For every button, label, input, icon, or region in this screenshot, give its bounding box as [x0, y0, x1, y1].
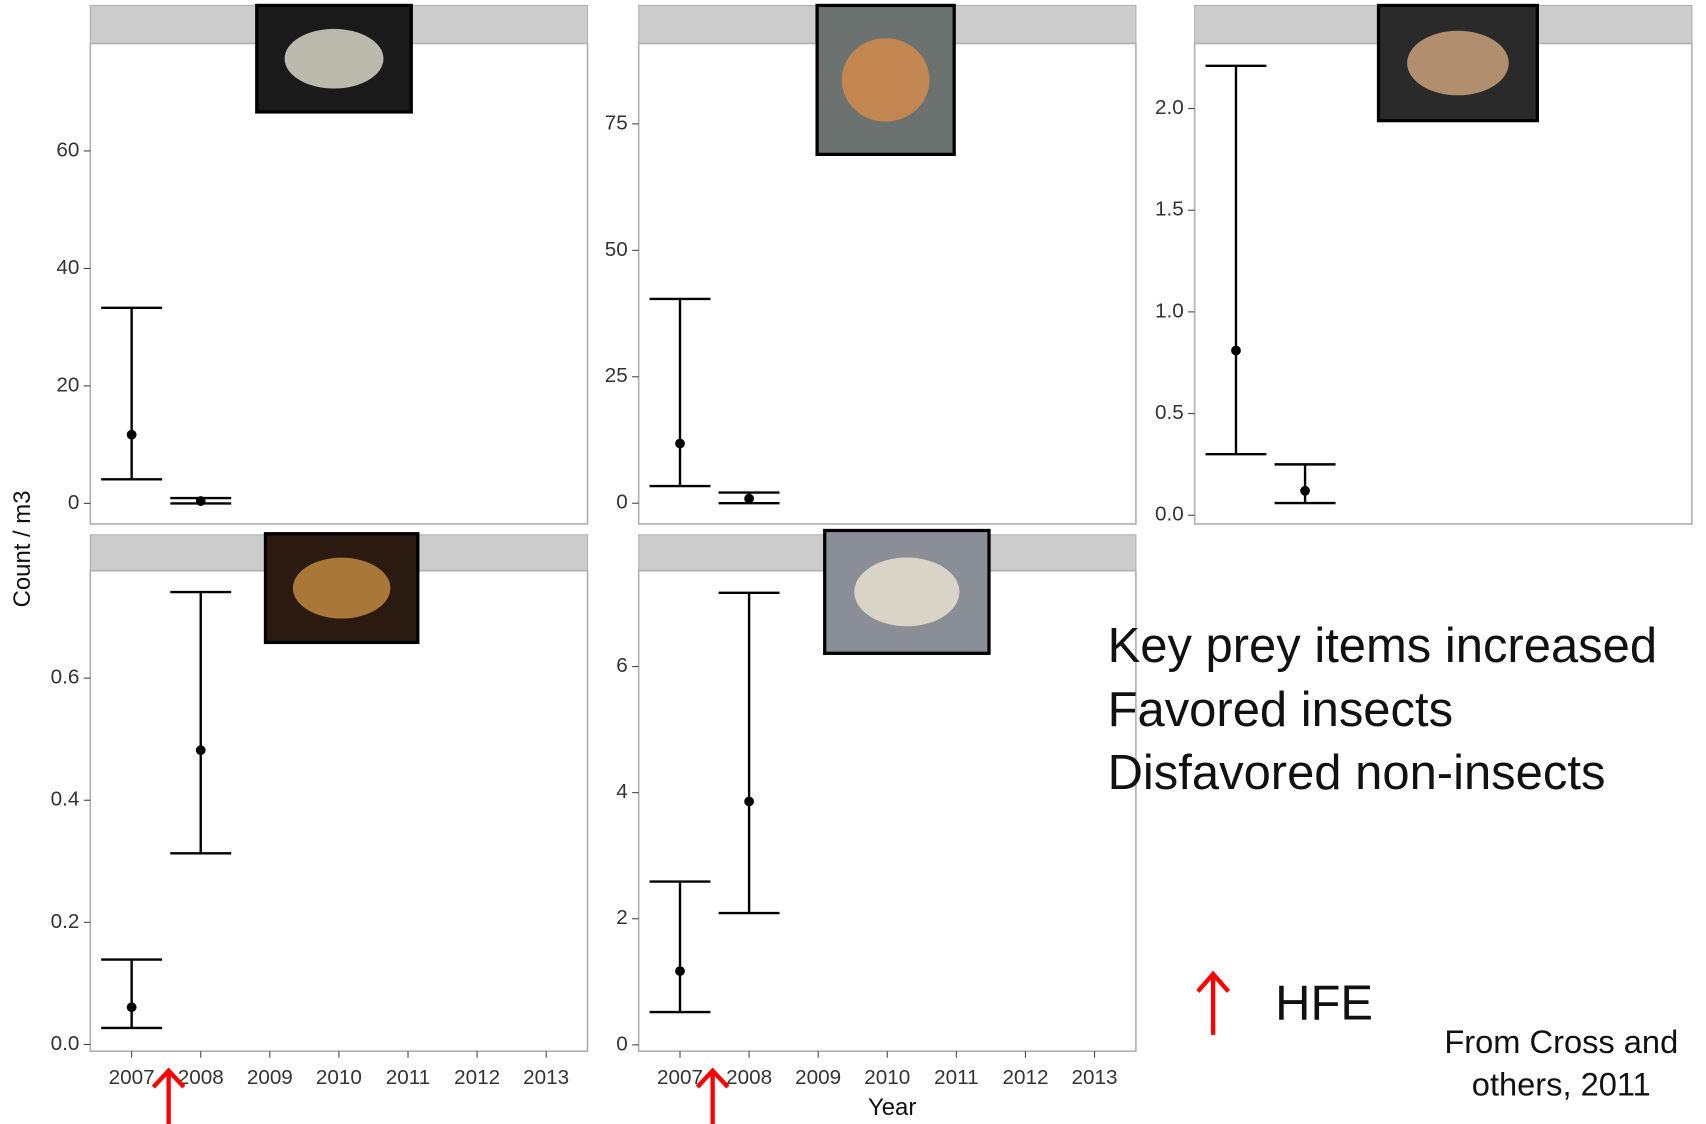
y-tick-label: 60 — [56, 138, 79, 161]
x-tick-label: 2012 — [1002, 1066, 1048, 1089]
y-tick-label: 0 — [616, 1032, 628, 1055]
x-tick-label: 2008 — [726, 1066, 772, 1089]
x-tick-label: 2013 — [523, 1066, 569, 1089]
x-tick-label: 2007 — [109, 1066, 155, 1089]
hfe-arrow — [151, 1067, 730, 1124]
plot-area — [89, 569, 589, 1052]
legend-label: HFE — [1275, 977, 1373, 1031]
plot-area — [89, 42, 589, 525]
point — [744, 493, 754, 504]
point — [675, 966, 685, 976]
panel: 0 25 50 75 — [605, 3, 1137, 525]
x-tick-label: 2007 — [657, 1066, 703, 1089]
y-tick-label: 75 — [605, 111, 628, 134]
panel: 0.0 0.5 1.0 1.5 2.0 — [1155, 3, 1693, 526]
y-tick-label: 6 — [616, 654, 628, 677]
y-tick-label: 50 — [605, 238, 628, 261]
x-axis-label: Year — [868, 1094, 916, 1121]
x-tick-label: 2013 — [1072, 1066, 1118, 1089]
source: others, 2011 — [1472, 1066, 1651, 1103]
specimen — [292, 557, 391, 619]
specimen — [284, 28, 384, 89]
x-tick-label: 2008 — [178, 1066, 224, 1089]
x-tick-label: 2011 — [386, 1066, 430, 1089]
point — [744, 796, 754, 807]
y-tick-label: 0.5 — [1155, 401, 1184, 424]
point — [126, 429, 137, 440]
y-tick-label: 0 — [616, 491, 628, 514]
specimen — [854, 557, 960, 627]
y-tick-label: 25 — [605, 364, 628, 387]
panel: 0 20 40 60 — [56, 3, 589, 525]
point — [195, 496, 206, 506]
point — [1231, 345, 1241, 356]
specimen — [841, 38, 930, 122]
x-tick-label: 2010 — [316, 1066, 362, 1089]
note-line: Disfavored non-insects — [1108, 746, 1606, 800]
y-tick-label: 0.2 — [51, 910, 80, 933]
y-tick-label: 40 — [56, 256, 79, 279]
y-tick-label: 0.0 — [1155, 503, 1184, 526]
x-tick-label: 2011 — [934, 1066, 978, 1089]
x-tick-label: 2010 — [864, 1066, 910, 1089]
point — [195, 745, 206, 756]
note-line: Favored insects — [1108, 683, 1453, 737]
y-tick-label: 4 — [616, 780, 628, 803]
y-tick-label: 1.0 — [1155, 299, 1184, 322]
point — [1300, 485, 1310, 496]
x-tick-label: 2009 — [795, 1066, 841, 1089]
x-tick-label: 2012 — [454, 1066, 500, 1089]
plot-area — [1193, 42, 1693, 525]
source: From Cross and — [1444, 1023, 1678, 1060]
y-tick-label: 1.5 — [1155, 198, 1184, 221]
panel: 0.0 0.2 0.4 0.6 2007 2008 2009 2010 2011 2012 2013 — [51, 532, 589, 1089]
point — [675, 438, 685, 449]
y-axis-label: Count / m3 — [9, 491, 36, 608]
hfe-arrow — [1196, 970, 1231, 1035]
y-tick-label: 2.0 — [1155, 96, 1184, 119]
note-line: Key prey items increased — [1108, 619, 1657, 673]
specimen — [1407, 30, 1509, 96]
point — [126, 1002, 137, 1013]
y-tick-label: 0.4 — [51, 788, 80, 811]
y-tick-label: 0.6 — [51, 666, 80, 689]
x-tick-label: 2009 — [247, 1066, 293, 1089]
y-tick-label: 0 — [68, 491, 80, 514]
panel: 0 2 4 6 2007 2008 2009 2010 2011 2012 2013 — [616, 528, 1137, 1089]
y-tick-label: 0.0 — [51, 1032, 80, 1055]
y-tick-label: 2 — [616, 906, 628, 929]
y-tick-label: 20 — [56, 373, 79, 396]
